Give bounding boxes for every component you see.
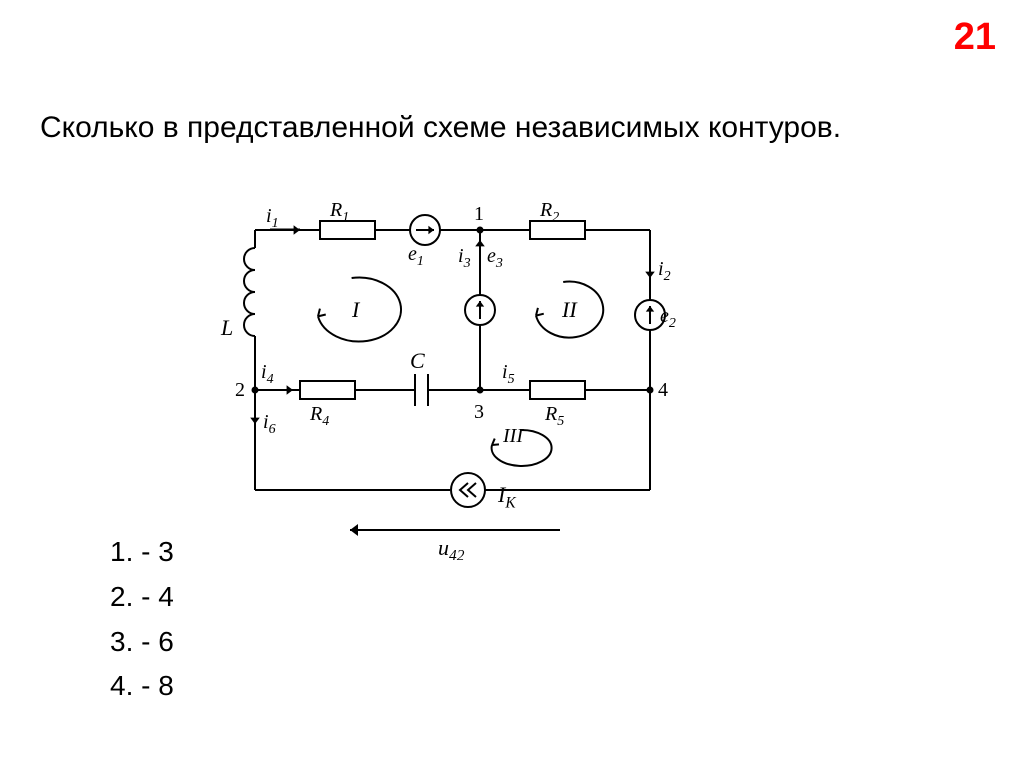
answer-options: 1. - 3 2. - 4 3. - 6 4. - 8 [110, 530, 174, 709]
svg-text:i4: i4 [261, 361, 274, 387]
svg-text:C: C [410, 348, 425, 373]
question-text: Сколько в представленной схеме независим… [40, 108, 920, 149]
svg-text:IК: IК [497, 482, 516, 512]
circuit-diagram: i1R1e11R2Li4i3e33i5i2e242R4CR5i6IКIIIIII… [200, 200, 700, 565]
answer-2: 2. - 4 [110, 575, 174, 620]
svg-text:u42: u42 [438, 535, 465, 560]
svg-text:III: III [502, 425, 524, 447]
svg-text:1: 1 [474, 203, 484, 225]
svg-text:R5: R5 [544, 403, 564, 429]
svg-text:R4: R4 [309, 403, 329, 429]
svg-text:e3: e3 [487, 245, 503, 271]
svg-text:II: II [561, 297, 578, 322]
answer-1: 1. - 3 [110, 530, 174, 575]
svg-text:i3: i3 [458, 245, 471, 271]
slide-number: 21 [954, 16, 996, 59]
svg-text:4: 4 [658, 379, 668, 401]
answer-4: 4. - 8 [110, 664, 174, 709]
svg-text:e1: e1 [408, 243, 424, 269]
svg-text:L: L [220, 315, 233, 340]
svg-text:i1: i1 [266, 205, 279, 231]
svg-text:i2: i2 [658, 258, 671, 284]
svg-text:2: 2 [235, 379, 245, 401]
answer-3: 3. - 6 [110, 620, 174, 665]
svg-text:i5: i5 [502, 361, 515, 387]
svg-text:3: 3 [474, 401, 484, 423]
svg-text:i6: i6 [263, 411, 276, 437]
svg-text:I: I [351, 297, 361, 322]
svg-text:e2: e2 [660, 305, 676, 331]
